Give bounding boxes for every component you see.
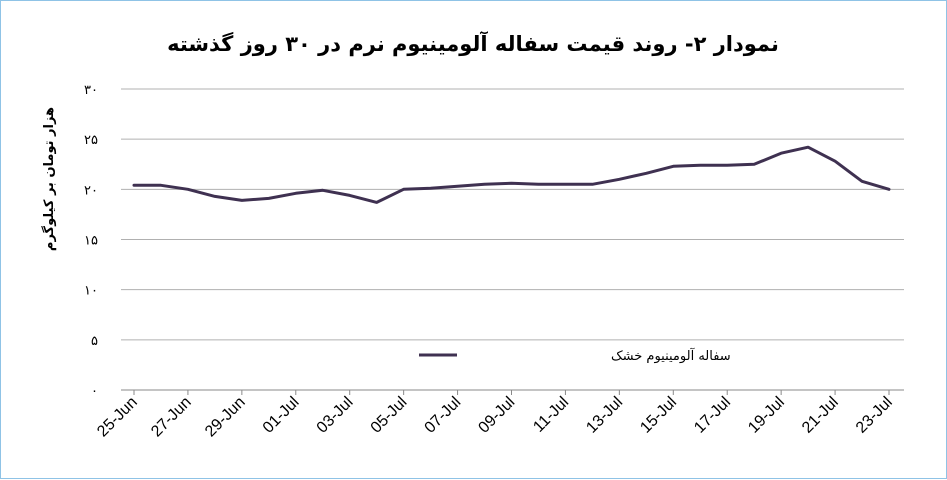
y-tick-label: ۲۰: [84, 183, 98, 198]
y-tick-label: ۳۰: [84, 83, 98, 98]
series-lines: [132, 145, 891, 204]
y-axis-label: هزار تومان بر کیلوگرم: [41, 107, 57, 251]
x-tick-label: 19-Jul: [745, 394, 788, 437]
x-tick-label: 07-Jul: [422, 394, 465, 437]
x-tick-label: 15-Jul: [637, 394, 680, 437]
legend: سفاله آلومینیوم خشک: [419, 347, 731, 364]
x-tick-label: 09-Jul: [475, 394, 518, 437]
x-tick-labels: 25-Jun 27-Jun 29-Jun 01-Jul 03-Jul 05-Jul 07-J…: [94, 394, 896, 441]
legend-label: سفاله آلومینیوم خشک: [611, 347, 731, 364]
x-tick-label: 29-Jun: [202, 394, 249, 441]
x-tick-label: 21-Jul: [799, 394, 842, 437]
y-tick-label: ۰: [91, 384, 98, 399]
x-axis: [121, 389, 904, 395]
y-tick-labels: ۰ ۵ ۱۰ ۱۵ ۲۰ ۲۵ ۳۰: [84, 83, 98, 399]
x-tick-label: 23-Jul: [853, 394, 896, 437]
gridlines: [121, 88, 904, 341]
series-line: [132, 145, 891, 204]
x-tick-label: 27-Jun: [148, 394, 195, 441]
y-tick-label: ۱۰: [84, 284, 98, 299]
x-tick-label: 17-Jul: [691, 394, 734, 437]
x-tick-label: 03-Jul: [314, 394, 357, 437]
y-tick-label: ۵: [91, 334, 98, 349]
chart-title: نمودار ۲- روند قیمت سفاله آلومینیوم نرم …: [167, 31, 779, 56]
x-tick-label: 01-Jul: [260, 394, 303, 437]
x-tick-label: 25-Jun: [94, 394, 141, 441]
y-tick-label: ۲۵: [84, 133, 98, 148]
x-tick-label: 11-Jul: [530, 394, 572, 436]
y-tick-label: ۱۵: [84, 234, 98, 249]
x-tick-label: 05-Jul: [368, 394, 411, 437]
x-tick-label: 13-Jul: [583, 394, 626, 437]
